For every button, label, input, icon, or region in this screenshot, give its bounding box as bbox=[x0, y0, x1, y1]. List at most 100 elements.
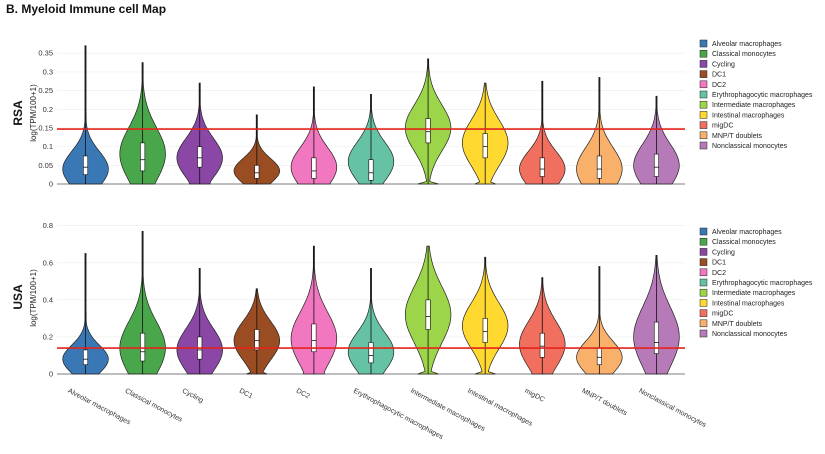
violin-migdc bbox=[519, 277, 566, 375]
violin-box bbox=[596, 155, 602, 179]
legend-swatch bbox=[699, 319, 708, 328]
y-tick-label: 0.6 bbox=[43, 258, 53, 267]
violin-dc1 bbox=[233, 114, 281, 185]
violin-mnp-t-doublets bbox=[576, 77, 623, 185]
y-tick-label: 0.2 bbox=[43, 332, 53, 341]
violin-box bbox=[653, 153, 659, 177]
legend-label: Nonclassical monocytes bbox=[712, 143, 788, 150]
violin-box bbox=[482, 133, 488, 159]
y-tick-label: 0.2 bbox=[43, 105, 53, 114]
violin-intermediate-macrophages bbox=[404, 58, 452, 185]
legend-swatch bbox=[699, 70, 708, 78]
legend-swatch bbox=[699, 237, 708, 246]
x-category-label: Erythrophagocytic macrophages bbox=[352, 388, 444, 442]
legend-swatch bbox=[699, 60, 708, 68]
violin-migdc bbox=[519, 80, 566, 185]
legend-label: Intermediate macrophages bbox=[712, 290, 796, 297]
x-category-label: DC1 bbox=[238, 388, 254, 401]
violin-classical-monocytes bbox=[119, 230, 166, 375]
x-category-label: DC2 bbox=[295, 388, 311, 401]
legend-swatch bbox=[699, 227, 708, 236]
violin-box bbox=[83, 349, 89, 366]
legend-swatch bbox=[699, 80, 708, 89]
x-category-label: migDC bbox=[523, 388, 545, 404]
x-category-label: Cycling bbox=[181, 388, 205, 405]
y-tick-label: 0.1 bbox=[43, 142, 53, 151]
x-category-label: Alveolar macrophages bbox=[67, 388, 132, 427]
x-category-label: Nonclassical monocytes bbox=[638, 388, 708, 430]
violin-box bbox=[425, 299, 431, 330]
figure-title: B. Myeloid Immune cell Map bbox=[6, 2, 167, 16]
legend-label: migDC bbox=[712, 311, 733, 318]
violin-box bbox=[254, 165, 260, 179]
legend-label: Nonclassical monocytes bbox=[712, 331, 788, 338]
violin-intestinal-macrophages bbox=[462, 256, 509, 375]
legend-swatch bbox=[699, 248, 708, 256]
y-tick-label: 0.05 bbox=[38, 161, 53, 170]
panel-label: RSA bbox=[11, 100, 25, 126]
violin-box bbox=[539, 157, 545, 177]
violin-box bbox=[140, 142, 146, 172]
y-tick-label: 0.25 bbox=[38, 86, 53, 95]
panel-usa: 0 0.2 0.4 0.6 0.8 log(TPM/100+1) USA Alveolar m… bbox=[11, 221, 813, 378]
legend-label: Erythrophagocytic macrophages bbox=[712, 92, 813, 99]
violin-intermediate-macrophages bbox=[404, 245, 452, 375]
legend-swatch bbox=[699, 121, 708, 129]
violin-box bbox=[83, 155, 89, 175]
violin-erythrophagocytic-macrophages bbox=[347, 93, 395, 185]
legend-swatch bbox=[699, 90, 708, 99]
legend-label: migDC bbox=[712, 123, 733, 130]
violin-box bbox=[311, 323, 317, 353]
y-tick-label: 0.8 bbox=[43, 221, 53, 230]
legend-swatch bbox=[699, 299, 708, 307]
y-tick-label: 0 bbox=[49, 370, 53, 379]
legend-swatch bbox=[699, 100, 708, 109]
y-tick-label: 0 bbox=[49, 180, 53, 189]
violin-box bbox=[368, 159, 374, 181]
panel-rsa: 0 0.05 0.1 0.15 0.2 0.25 0.3 0.35 log(TPM/100+1)… bbox=[11, 39, 813, 189]
violin-alveolar-macrophages bbox=[62, 253, 109, 375]
legend-label: Classical monocytes bbox=[712, 239, 776, 246]
violin-box bbox=[425, 118, 431, 144]
x-category-label: Classical monocytes bbox=[124, 388, 184, 424]
legend-label: Cycling bbox=[712, 249, 735, 256]
y-axis-label: log(TPM/100+1) bbox=[29, 269, 38, 327]
violin-mnp-t-doublets bbox=[576, 266, 623, 375]
legend-label: Intermediate macrophages bbox=[712, 102, 796, 109]
violin-box bbox=[596, 347, 602, 366]
legend-swatch bbox=[699, 49, 708, 58]
legend-label: Classical monocytes bbox=[712, 51, 776, 58]
violin-dc2 bbox=[290, 86, 338, 185]
legend-swatch bbox=[699, 39, 708, 48]
violin-box bbox=[197, 146, 203, 168]
y-axis-label: log(TPM/100+1) bbox=[29, 84, 38, 142]
violin-box bbox=[653, 321, 659, 354]
violin-box bbox=[311, 157, 317, 179]
violin-alveolar-macrophages bbox=[62, 45, 109, 185]
violin-box bbox=[368, 342, 374, 364]
violin-dc1 bbox=[233, 288, 281, 375]
legend-swatch bbox=[699, 288, 708, 297]
violin-dc2 bbox=[290, 245, 338, 375]
legend-label: MNP/T doublets bbox=[712, 133, 763, 140]
y-tick-label: 0.35 bbox=[38, 49, 53, 58]
legend-swatch bbox=[699, 329, 708, 338]
legend-swatch bbox=[699, 141, 708, 150]
legend-swatch bbox=[699, 268, 708, 277]
legend-label: DC1 bbox=[712, 260, 726, 267]
legend-label: Alveolar macrophages bbox=[712, 41, 782, 48]
legend-label: Cycling bbox=[712, 61, 735, 68]
y-tick-label: 0.3 bbox=[43, 67, 53, 76]
legend-swatch bbox=[699, 258, 708, 266]
x-category-label: MNP/T doublets bbox=[580, 388, 628, 418]
legend-swatch bbox=[699, 278, 708, 287]
y-tick-label: 0.4 bbox=[43, 295, 53, 304]
legend-label: Erythrophagocytic macrophages bbox=[712, 280, 813, 287]
legend-label: DC1 bbox=[712, 72, 726, 79]
violin-cycling bbox=[176, 82, 223, 185]
legend-label: Intestinal macrophages bbox=[712, 300, 785, 307]
violin-cycling bbox=[176, 267, 223, 375]
legend-label: Alveolar macrophages bbox=[712, 229, 782, 236]
violin-erythrophagocytic-macrophages bbox=[347, 267, 395, 375]
